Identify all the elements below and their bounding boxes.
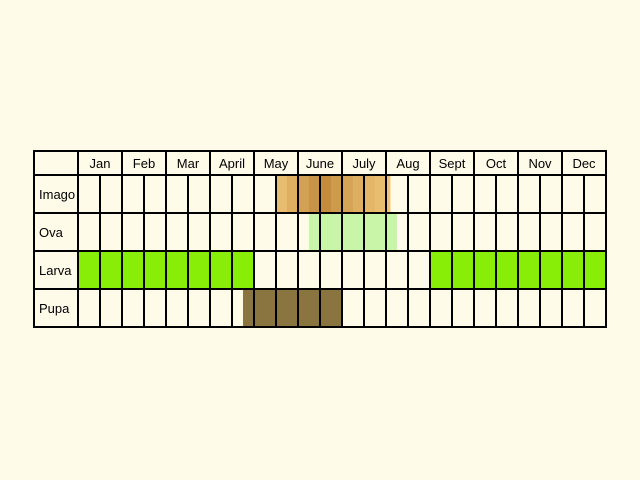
month-label-may: May <box>264 156 289 171</box>
bar-pupa-0 <box>243 289 342 327</box>
bar-imago-0 <box>276 175 287 213</box>
month-label-mar: Mar <box>177 156 200 171</box>
stage-label-pupa: Pupa <box>39 301 70 316</box>
bar-imago-4 <box>320 175 331 213</box>
month-label-june: June <box>306 156 334 171</box>
month-label-dec: Dec <box>572 156 596 171</box>
month-label-jan: Jan <box>90 156 111 171</box>
bar-imago-6 <box>342 175 353 213</box>
bar-imago-9 <box>375 175 386 213</box>
bar-imago-5 <box>331 175 342 213</box>
month-label-nov: Nov <box>528 156 552 171</box>
stage-label-larva: Larva <box>39 263 72 278</box>
month-label-apr: April <box>219 156 245 171</box>
month-label-feb: Feb <box>133 156 155 171</box>
month-label-oct: Oct <box>486 156 507 171</box>
month-label-sept: Sept <box>439 156 466 171</box>
month-label-aug: Aug <box>396 156 419 171</box>
bar-imago-7 <box>353 175 364 213</box>
table-labels: Jan Feb Mar April May June July Aug Sept Oct Nov De… <box>39 156 596 316</box>
table-grid <box>33 150 607 328</box>
bar-imago-1 <box>287 175 298 213</box>
bar-imago-10 <box>386 175 391 213</box>
bar-imago-8 <box>364 175 375 213</box>
bar-imago-3 <box>309 175 320 213</box>
bar-ova-0 <box>309 213 397 251</box>
stage-label-ova: Ova <box>39 225 64 240</box>
stage-label-imago: Imago <box>39 187 75 202</box>
month-label-july: July <box>352 156 376 171</box>
bar-imago-2 <box>298 175 309 213</box>
